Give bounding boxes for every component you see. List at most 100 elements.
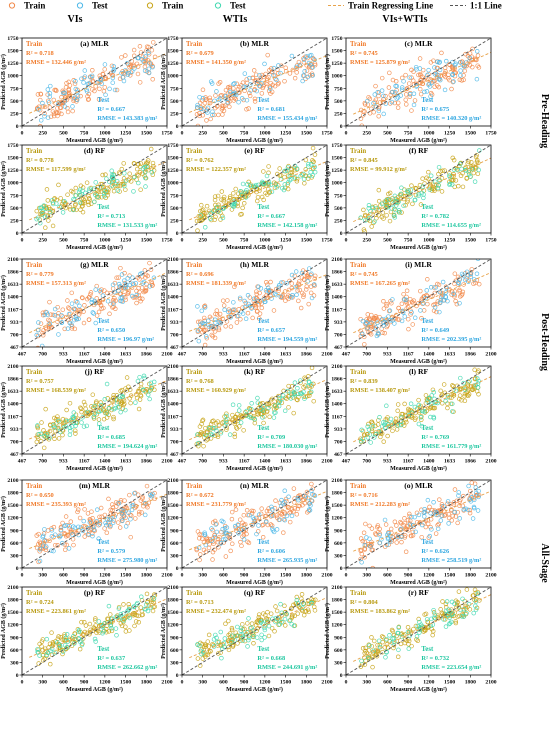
test-point [218,629,224,635]
train-point [265,192,270,197]
train-point [386,85,392,90]
test-point [219,655,224,661]
test-point [110,282,116,288]
train-point [212,194,218,199]
train-point [411,626,416,632]
train-point [55,106,60,111]
test-point [47,321,53,326]
x-tick-label: 2100 [485,352,496,358]
train-point [137,80,143,85]
test-point [426,67,431,73]
train-point [212,217,217,223]
x-tick-label: 1200 [99,573,110,579]
train-point [67,526,72,531]
train-point [453,178,459,183]
test-point [432,612,438,618]
y-tick-label: 0 [176,673,179,679]
test-point [99,185,104,190]
train-point [295,611,300,616]
y-tick-label: 1500 [167,503,178,509]
test-point [246,301,251,307]
test-r2: R² = 0.709 [257,434,285,441]
test-point [359,658,364,664]
test-point [461,273,466,278]
train-point [58,525,64,531]
train-point [440,168,445,174]
plot-frame [181,144,328,234]
test-point [202,532,208,538]
y-tick-label: 600 [334,648,343,654]
train-point [295,288,300,293]
train-label: Train [26,590,42,597]
train-point [222,103,228,108]
test-point [273,403,278,408]
train-point [216,327,222,333]
test-point [247,512,252,518]
y-axis-label: Predicted AGB (g/m²) [324,275,331,331]
train-point [207,542,212,547]
x-tick-label: 1250 [280,238,291,244]
test-point [244,97,250,103]
y-tick-label: 300 [334,553,343,559]
train-point [252,99,258,104]
test-point [443,290,449,295]
test-label: Test [97,539,110,546]
train-point [476,368,481,373]
train-point [137,509,142,515]
train-point [221,540,226,545]
y-tick-label: 900 [170,528,179,534]
test-point [266,623,272,629]
train-point [123,629,129,634]
test-point [126,510,131,515]
y-tick-label: 1866 [167,270,178,276]
train-point [457,393,463,398]
test-point [260,415,265,420]
test-point [75,299,80,305]
test-point [222,307,227,312]
test-point [362,542,368,548]
train-point [227,84,233,90]
train-point [421,308,427,313]
train-point [65,192,70,197]
train-point [268,611,274,616]
panel: 0025025050050075075010001000125012501500… [160,36,333,144]
x-tick-label: 250 [39,131,48,137]
train-point [296,503,301,509]
panel-title: (k) RF [244,367,266,376]
train-point [68,519,74,524]
y-tick-label: 1000 [167,181,178,187]
train-point [403,549,409,554]
x-tick-label: 2100 [485,573,496,579]
train-point [85,511,91,516]
test-point [97,421,102,426]
test-point [40,212,45,217]
train-point [225,298,230,303]
test-point [276,283,282,288]
train-point [220,316,225,321]
train-point [304,489,310,495]
train-point [419,414,424,419]
train-point [56,110,62,116]
train-point [234,426,240,431]
test-point [240,638,245,643]
train-point [92,88,97,94]
train-point [136,619,141,625]
train-point [82,303,87,308]
train-point [63,514,69,519]
train-point [37,549,42,554]
train-point [203,652,209,658]
test-label: Test [421,539,434,546]
test-point [452,601,457,607]
test-point [475,385,481,390]
test-point [222,636,228,641]
test-point [297,62,302,68]
x-tick-label: 700 [362,352,371,358]
test-point [150,64,155,70]
train-point [452,271,458,276]
train-point [227,104,232,110]
test-point [146,70,152,76]
panel-title: (d) RF [84,146,106,155]
test-point [408,194,413,199]
test-point [451,291,456,297]
legend-item: Train [8,1,45,11]
